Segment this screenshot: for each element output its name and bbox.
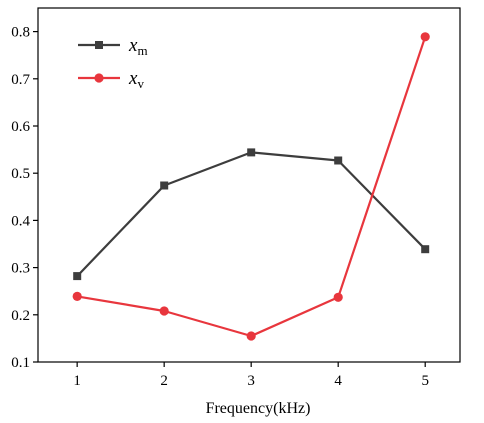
y-tick-label-0-5: 0.5 xyxy=(11,166,30,182)
series-xm-point-1 xyxy=(73,272,82,281)
series-xv-point-2 xyxy=(159,306,169,316)
x-tick-label-5: 5 xyxy=(421,373,429,389)
x-tick-label-3: 3 xyxy=(247,373,255,389)
series-xm-point-5 xyxy=(421,245,430,254)
axis-layer: 1 2 3 4 5 0.1 0.2 0.3 0.4 0.5 0.6 0.7 0.8 xyxy=(11,7,461,389)
x-tick-label-1: 1 xyxy=(73,373,81,389)
series-xv-point-3 xyxy=(246,331,256,341)
series-xv-point-4 xyxy=(333,292,343,302)
legend-entry-xv-marker xyxy=(94,73,104,83)
series-xm-point-3 xyxy=(247,148,256,157)
series-xm-line xyxy=(76,151,426,277)
series-xm-point-4 xyxy=(334,156,343,165)
legend: xm xv xyxy=(78,35,148,91)
y-tick-label-0-1: 0.1 xyxy=(11,355,30,371)
series-xm-point-2 xyxy=(160,181,169,190)
legend-entry-xv: xv xyxy=(78,68,144,91)
y-tick-label-0-3: 0.3 xyxy=(11,261,30,277)
y-tick-label-0-7: 0.7 xyxy=(11,72,30,88)
plot-layer xyxy=(72,32,430,341)
legend-entry-xm: xm xyxy=(78,35,148,58)
y-tick-label-0-6: 0.6 xyxy=(11,119,30,135)
legend-entry-xm-label: xm xyxy=(128,35,148,58)
x-axis-title: Frequency(kHz) xyxy=(206,400,311,417)
y-tick-label-0-8: 0.8 xyxy=(11,25,30,41)
series-xv-point-1 xyxy=(72,291,82,301)
y-tick-label-0-2: 0.2 xyxy=(11,308,30,324)
legend-entry-xv-label: xv xyxy=(128,68,144,91)
x-tick-label-4: 4 xyxy=(334,373,342,389)
legend-entry-xm-marker xyxy=(95,41,103,49)
x-tick-label-2: 2 xyxy=(160,373,168,389)
plot-frame xyxy=(37,7,461,363)
y-tick-label-0-4: 0.4 xyxy=(11,213,30,229)
series-xv-point-5 xyxy=(420,32,430,42)
